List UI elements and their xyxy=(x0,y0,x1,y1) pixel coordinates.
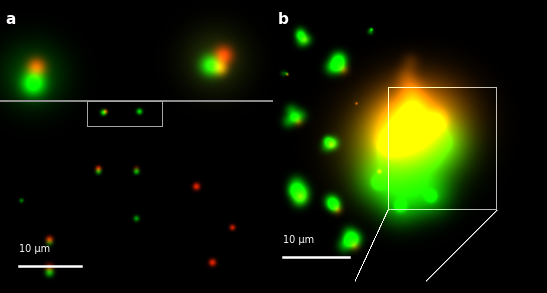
Text: 10 μm: 10 μm xyxy=(283,235,314,245)
Text: b: b xyxy=(278,12,289,27)
Text: a: a xyxy=(5,12,15,27)
Text: 10 μm: 10 μm xyxy=(19,244,50,254)
